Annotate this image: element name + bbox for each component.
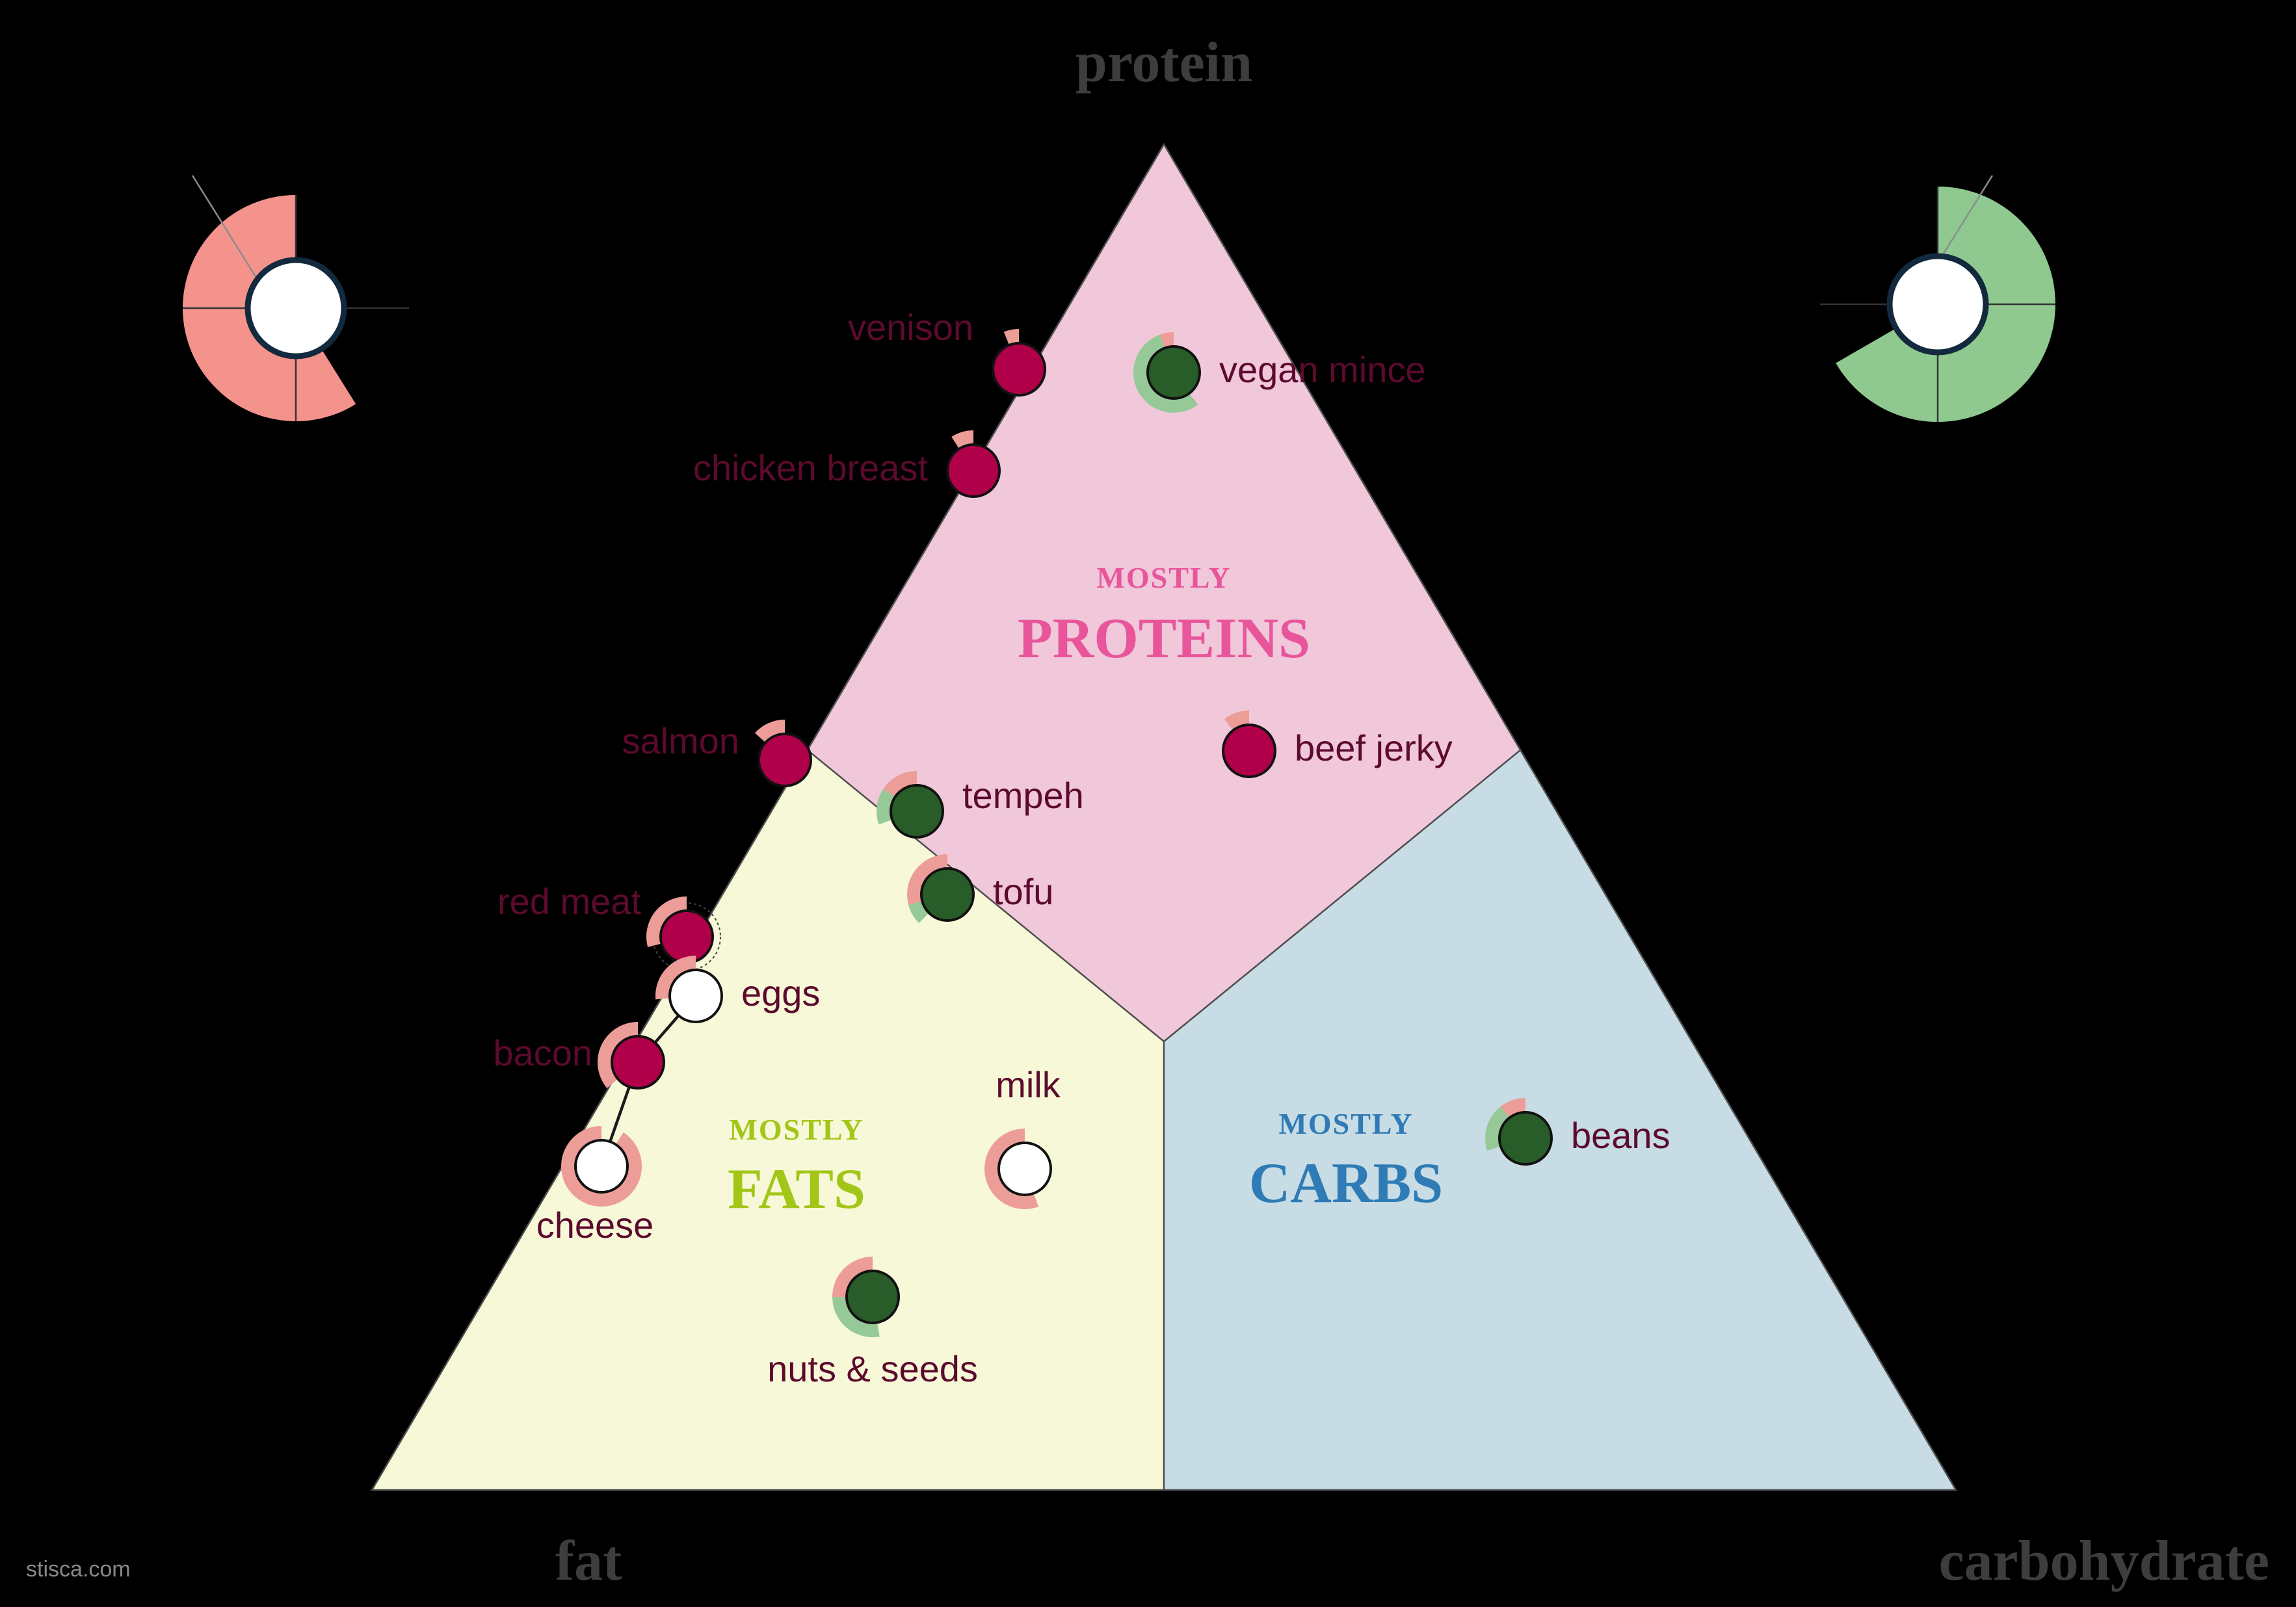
svg-text:chicken breast: chicken breast	[693, 447, 929, 488]
svg-text:protein: protein	[1075, 31, 1252, 94]
svg-text:milk: milk	[996, 1064, 1061, 1105]
svg-text:MOSTLY: MOSTLY	[729, 1113, 864, 1146]
svg-text:red meat: red meat	[497, 881, 641, 922]
svg-text:bacon: bacon	[493, 1032, 592, 1073]
svg-text:MOSTLY: MOSTLY	[1096, 561, 1231, 594]
svg-text:tofu: tofu	[993, 871, 1053, 912]
svg-text:stisca.com: stisca.com	[26, 1557, 131, 1582]
svg-text:carbohydrate: carbohydrate	[1939, 1530, 2269, 1593]
svg-text:salmon: salmon	[622, 720, 739, 761]
svg-text:beef jerky: beef jerky	[1295, 727, 1453, 768]
svg-text:tempeh: tempeh	[962, 775, 1084, 816]
svg-text:eggs: eggs	[741, 973, 820, 1013]
svg-text:vegan mince: vegan mince	[1219, 349, 1426, 390]
svg-text:PROTEINS: PROTEINS	[1018, 607, 1310, 670]
svg-text:beans: beans	[1571, 1115, 1670, 1156]
svg-text:fat: fat	[555, 1530, 622, 1593]
svg-text:venison: venison	[848, 307, 973, 348]
svg-text:CARBS: CARBS	[1249, 1152, 1443, 1215]
svg-text:FATS: FATS	[728, 1158, 865, 1221]
svg-text:nuts & seeds: nuts & seeds	[767, 1348, 978, 1389]
svg-text:cheese: cheese	[536, 1205, 654, 1246]
svg-text:MOSTLY: MOSTLY	[1278, 1107, 1413, 1140]
